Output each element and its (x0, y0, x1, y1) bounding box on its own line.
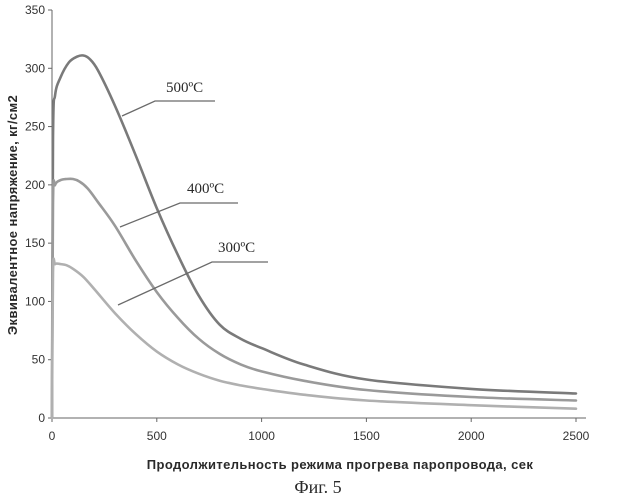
series-line-0 (52, 55, 576, 418)
series-label: 500ºC (166, 80, 203, 96)
chart-ticks: 0 50 100 150 200 250 300 350 0 500 1000 1500 2000 250… (25, 3, 590, 443)
series-label: 400ºC (187, 181, 224, 197)
y-tick-label: 0 (38, 411, 45, 425)
y-tick-label: 250 (25, 120, 45, 134)
x-axis-title: Продолжительность режима прогрева паропр… (147, 457, 534, 472)
x-tick-label: 1000 (248, 429, 275, 443)
y-axis-title: Эквивалентное напряжение, кг/см2 (5, 95, 20, 335)
x-tick-label: 2000 (458, 429, 485, 443)
chart-series-lines (52, 55, 576, 418)
y-tick-label: 200 (25, 178, 45, 192)
series-leader-line (122, 101, 215, 116)
series-line-1 (52, 179, 576, 418)
x-tick-label: 1500 (353, 429, 380, 443)
y-tick-label: 300 (25, 61, 45, 75)
y-tick-label: 50 (32, 353, 46, 367)
x-tick-label: 2500 (563, 429, 590, 443)
figure-caption: Фиг. 5 (294, 477, 341, 497)
chart-series-labels: 500ºC 400ºC 300ºC (118, 80, 268, 305)
y-tick-label: 350 (25, 3, 45, 17)
series-label: 300ºC (218, 240, 255, 256)
series-line-2 (52, 259, 576, 418)
x-tick-label: 500 (147, 429, 167, 443)
y-tick-label: 100 (25, 294, 45, 308)
chart-axes (52, 10, 586, 418)
series-leader-line (120, 203, 238, 227)
x-tick-label: 0 (49, 429, 56, 443)
y-tick-label: 150 (25, 236, 45, 250)
